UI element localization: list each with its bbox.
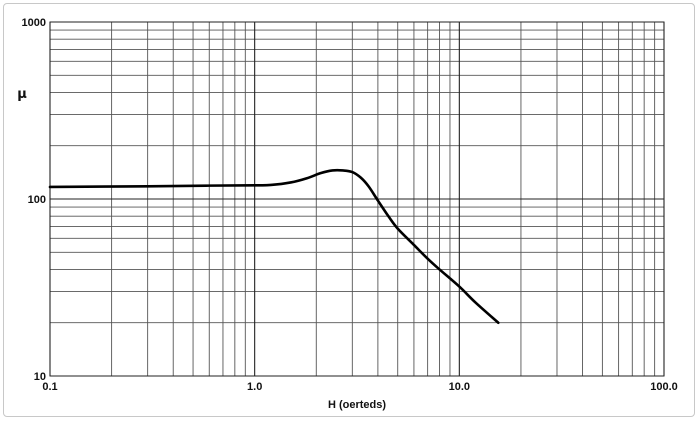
x-axis-label: H (oerteds) [328,399,386,411]
y-axis-label: μ [17,87,27,102]
y-tick-label: 10 [34,371,46,383]
x-tick-label: 10.0 [449,381,470,393]
y-tick-labels: 10 100 1000 [22,17,46,383]
x-tick-labels: 0.1 1.0 10.0 100.0 [42,381,677,393]
x-tick-label: 0.1 [42,381,57,393]
plot-border [49,21,665,377]
x-tick-label: 100.0 [650,381,678,393]
permeability-curve [48,168,500,325]
y-tick-label: 1000 [22,17,46,29]
y-tick-label: 100 [28,194,46,206]
chart-frame [3,3,695,417]
x-tick-label: 1.0 [247,381,262,393]
